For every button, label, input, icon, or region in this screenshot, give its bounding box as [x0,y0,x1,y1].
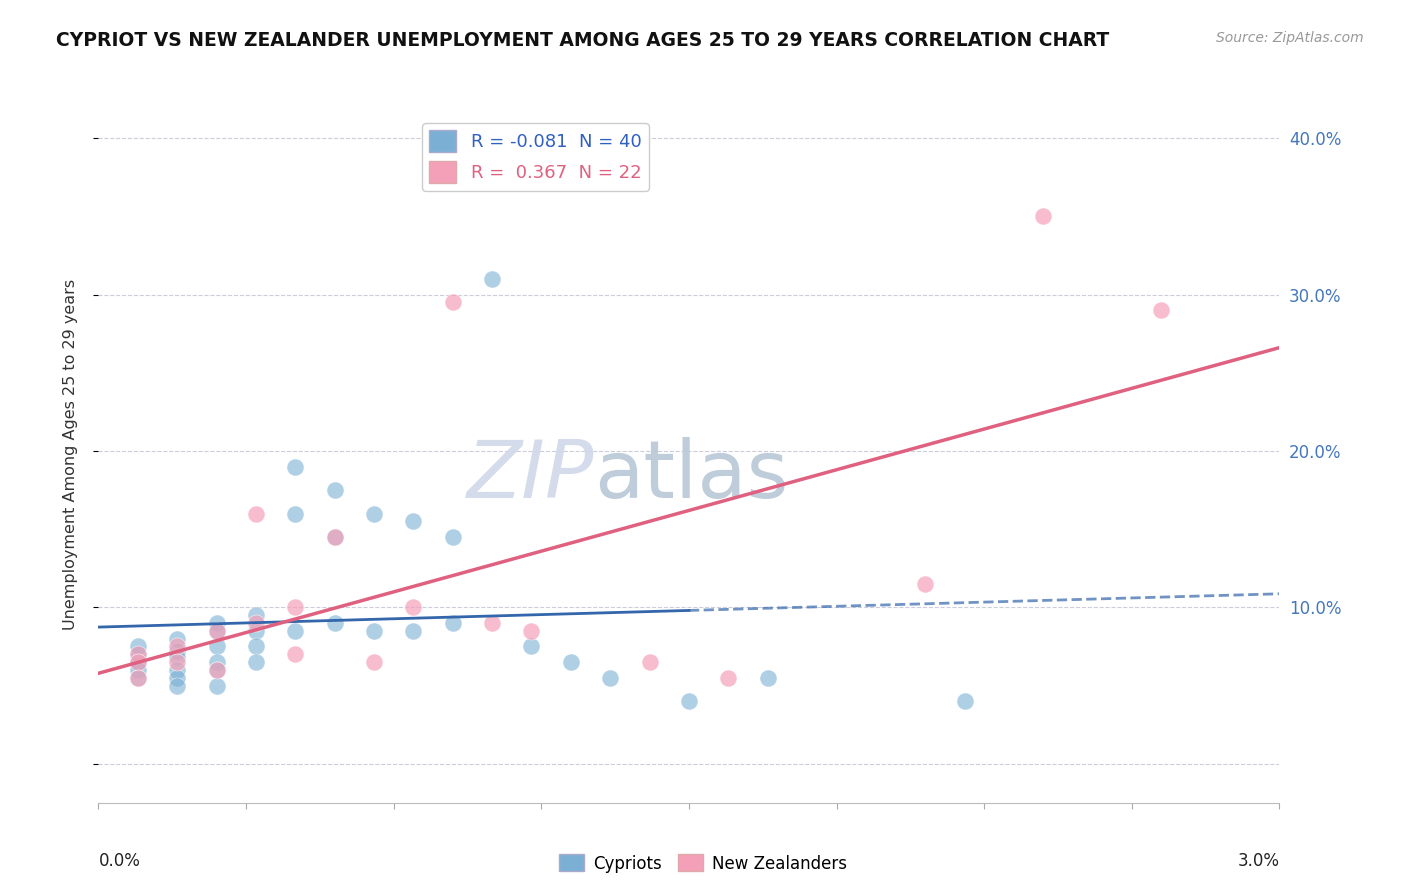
Point [402,600,425,615]
Point [166,663,188,677]
Point [1150,303,1173,318]
Point [205,663,228,677]
Point [205,655,228,669]
Point [323,615,346,630]
Point [205,624,228,638]
Point [402,624,425,638]
Point [323,530,346,544]
Text: Source: ZipAtlas.com: Source: ZipAtlas.com [1216,31,1364,45]
Point [441,530,464,544]
Point [245,640,267,654]
Point [717,671,740,685]
Point [481,615,503,630]
Point [205,679,228,693]
Point [363,507,385,521]
Point [520,624,543,638]
Point [599,671,621,685]
Point [166,640,188,654]
Point [560,655,582,669]
Point [166,679,188,693]
Point [363,624,385,638]
Legend: Cypriots, New Zealanders: Cypriots, New Zealanders [553,847,853,880]
Y-axis label: Unemployment Among Ages 25 to 29 years: Unemployment Among Ages 25 to 29 years [63,279,77,631]
Legend: R = -0.081  N = 40, R =  0.367  N = 22: R = -0.081 N = 40, R = 0.367 N = 22 [422,123,648,191]
Point [402,514,425,528]
Text: atlas: atlas [595,437,789,515]
Point [205,615,228,630]
Point [127,671,149,685]
Point [953,694,976,708]
Point [1032,210,1054,224]
Point [441,615,464,630]
Point [284,459,307,474]
Point [638,655,661,669]
Point [284,647,307,661]
Point [245,655,267,669]
Point [678,694,700,708]
Point [127,647,149,661]
Point [166,655,188,669]
Point [441,295,464,310]
Point [166,632,188,646]
Point [284,624,307,638]
Text: CYPRIOT VS NEW ZEALANDER UNEMPLOYMENT AMONG AGES 25 TO 29 YEARS CORRELATION CHAR: CYPRIOT VS NEW ZEALANDER UNEMPLOYMENT AM… [56,31,1109,50]
Point [284,600,307,615]
Point [127,647,149,661]
Point [520,640,543,654]
Point [205,624,228,638]
Point [166,644,188,658]
Text: ZIP: ZIP [467,437,595,515]
Point [245,624,267,638]
Point [245,615,267,630]
Point [914,577,936,591]
Point [205,663,228,677]
Point [127,655,149,669]
Point [127,640,149,654]
Point [245,507,267,521]
Point [127,663,149,677]
Point [323,530,346,544]
Point [481,272,503,286]
Point [127,671,149,685]
Text: 0.0%: 0.0% [98,852,141,870]
Point [127,655,149,669]
Point [166,650,188,665]
Point [323,483,346,497]
Point [166,671,188,685]
Point [205,640,228,654]
Text: 3.0%: 3.0% [1237,852,1279,870]
Point [363,655,385,669]
Point [756,671,779,685]
Point [245,608,267,623]
Point [284,507,307,521]
